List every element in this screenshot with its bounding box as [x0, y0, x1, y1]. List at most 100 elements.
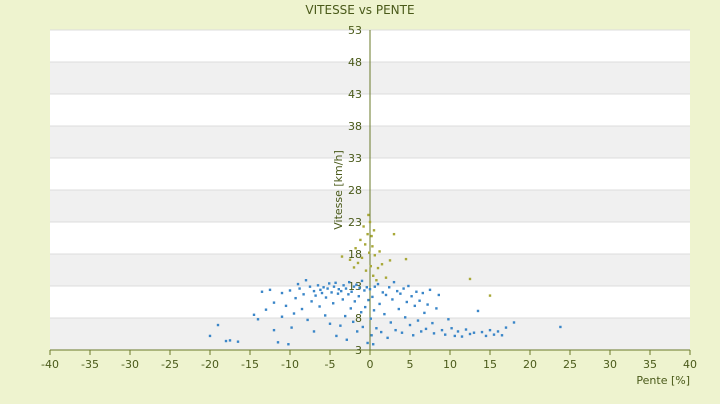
- data-point: [349, 307, 352, 310]
- data-point: [324, 314, 327, 317]
- data-point: [370, 234, 373, 238]
- x-tick-label: 5: [407, 358, 414, 371]
- data-point: [356, 261, 360, 265]
- data-point: [268, 288, 272, 292]
- x-tick-label: -40: [41, 358, 59, 371]
- x-tick-label: -15: [241, 358, 259, 371]
- data-point: [332, 302, 335, 305]
- data-point: [360, 311, 363, 314]
- data-point: [368, 288, 372, 291]
- data-point: [371, 245, 374, 248]
- data-point: [334, 281, 337, 284]
- data-point: [373, 285, 376, 288]
- data-point: [421, 291, 424, 295]
- data-point: [365, 286, 368, 289]
- data-point: [318, 305, 321, 308]
- y-tick-label: 18: [348, 248, 362, 261]
- data-point: [371, 295, 374, 299]
- data-point: [372, 274, 375, 277]
- data-point: [367, 298, 370, 302]
- data-point: [302, 293, 305, 296]
- data-point: [353, 300, 356, 303]
- x-tick-label: 0: [367, 358, 374, 371]
- y-tick-label: 3: [355, 344, 362, 357]
- data-point: [272, 301, 276, 304]
- data-point: [367, 213, 370, 217]
- y-tick-label: 23: [348, 216, 362, 229]
- data-point: [366, 341, 369, 345]
- x-tick-label: 15: [483, 358, 497, 371]
- data-point: [423, 311, 426, 315]
- data-point: [363, 289, 366, 292]
- data-point: [312, 289, 316, 293]
- data-point: [424, 327, 428, 331]
- data-point: [352, 285, 356, 288]
- data-point: [392, 280, 396, 284]
- data-point: [368, 251, 371, 254]
- data-point: [364, 305, 367, 309]
- data-point: [450, 327, 453, 330]
- data-point: [341, 298, 344, 301]
- data-point: [287, 343, 290, 346]
- data-point: [360, 256, 364, 260]
- data-point: [364, 243, 367, 246]
- data-point: [420, 330, 423, 333]
- chart-title: VITESSE vs PENTE: [305, 3, 414, 17]
- data-point: [228, 339, 232, 342]
- x-tick-label: -25: [161, 358, 179, 371]
- data-point: [426, 303, 429, 306]
- x-tick-label: 40: [683, 358, 697, 371]
- data-point: [272, 328, 276, 332]
- data-point: [357, 295, 360, 298]
- data-point: [383, 312, 386, 316]
- data-point: [381, 291, 384, 294]
- data-point: [378, 250, 381, 253]
- x-tick-label: 10: [443, 358, 457, 371]
- data-point: [488, 328, 492, 332]
- data-point: [559, 325, 562, 329]
- data-point: [408, 323, 412, 327]
- data-point: [344, 314, 347, 318]
- data-point: [361, 325, 364, 329]
- x-tick-label: -5: [325, 358, 336, 371]
- data-point: [336, 292, 340, 295]
- data-point: [376, 282, 380, 286]
- data-point: [447, 318, 450, 321]
- data-point: [216, 323, 220, 327]
- data-point: [208, 334, 212, 338]
- x-tick-label: 30: [603, 358, 617, 371]
- data-point: [294, 296, 297, 300]
- data-point: [404, 257, 408, 261]
- data-point: [437, 293, 440, 297]
- data-point: [319, 288, 322, 292]
- data-point: [456, 330, 460, 333]
- data-point: [440, 328, 444, 332]
- data-point: [236, 340, 240, 343]
- data-point: [322, 286, 325, 289]
- data-point: [348, 258, 352, 261]
- data-point: [460, 335, 464, 338]
- y-tick-label: 48: [348, 56, 362, 69]
- data-point: [404, 316, 407, 319]
- data-point: [389, 321, 392, 324]
- data-point: [480, 330, 484, 334]
- data-point: [290, 326, 293, 329]
- data-point: [352, 320, 355, 324]
- data-point: [376, 266, 380, 270]
- data-point: [492, 333, 496, 336]
- data-point: [324, 296, 328, 299]
- data-point: [394, 328, 397, 332]
- data-point: [380, 263, 384, 266]
- data-point: [476, 309, 480, 313]
- data-point: [375, 279, 378, 282]
- data-point: [391, 298, 394, 301]
- y-tick-label: 33: [348, 152, 362, 165]
- data-point: [314, 294, 317, 297]
- data-point: [378, 302, 381, 306]
- data-point: [280, 291, 284, 295]
- x-tick-label: -10: [281, 358, 299, 371]
- data-points: [208, 213, 562, 346]
- data-point: [342, 284, 345, 287]
- data-point: [410, 295, 413, 298]
